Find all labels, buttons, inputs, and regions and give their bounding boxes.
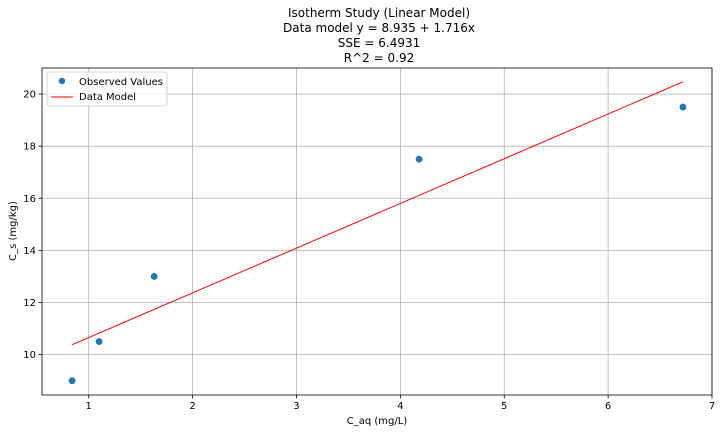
legend-marker-observed: [58, 77, 66, 85]
x-tick-label: 4: [397, 401, 403, 412]
y-tick-label: 16: [23, 194, 36, 205]
x-axis-label: C_aq (mg/L): [347, 416, 408, 427]
legend-label-observed: Observed Values: [79, 77, 163, 88]
observed-point: [95, 338, 103, 345]
data-model-line: [71, 81, 684, 346]
observed-point: [150, 273, 158, 280]
x-tick-label: 6: [605, 401, 611, 412]
x-tick-label: 3: [293, 401, 299, 412]
y-axis-label: C_s (mg/kg): [8, 201, 19, 261]
y-tick-label: 10: [23, 350, 36, 361]
y-tick-label: 12: [23, 298, 36, 309]
legend-label-model: Data Model: [79, 92, 136, 103]
y-tick-label: 14: [23, 246, 36, 257]
legend: Observed Values Data Model: [46, 71, 168, 107]
chart-title-line-4: R^2 = 0.92: [344, 51, 414, 65]
x-tick-label: 7: [709, 401, 715, 412]
x-tick-label: 2: [189, 401, 195, 412]
chart-title-line-1: Isotherm Study (Linear Model): [288, 6, 470, 20]
legend-box: [46, 71, 168, 107]
grid: [42, 68, 713, 395]
chart-title-line-2: Data model y = 8.935 + 1.716x: [283, 21, 475, 35]
plot-area: [68, 81, 687, 385]
observed-point: [68, 377, 76, 385]
axes-frame: [41, 67, 713, 396]
observed-point: [679, 103, 687, 111]
y-tick-label: 18: [23, 142, 36, 153]
observed-point: [415, 155, 423, 163]
chart-title-line-3: SSE = 6.4931: [338, 36, 421, 50]
chart-title: Isotherm Study (Linear Model) Data model…: [283, 6, 475, 65]
x-tick-label: 1: [86, 401, 92, 412]
y-tick-label: 20: [23, 90, 36, 101]
x-tick-label: 5: [501, 401, 507, 412]
